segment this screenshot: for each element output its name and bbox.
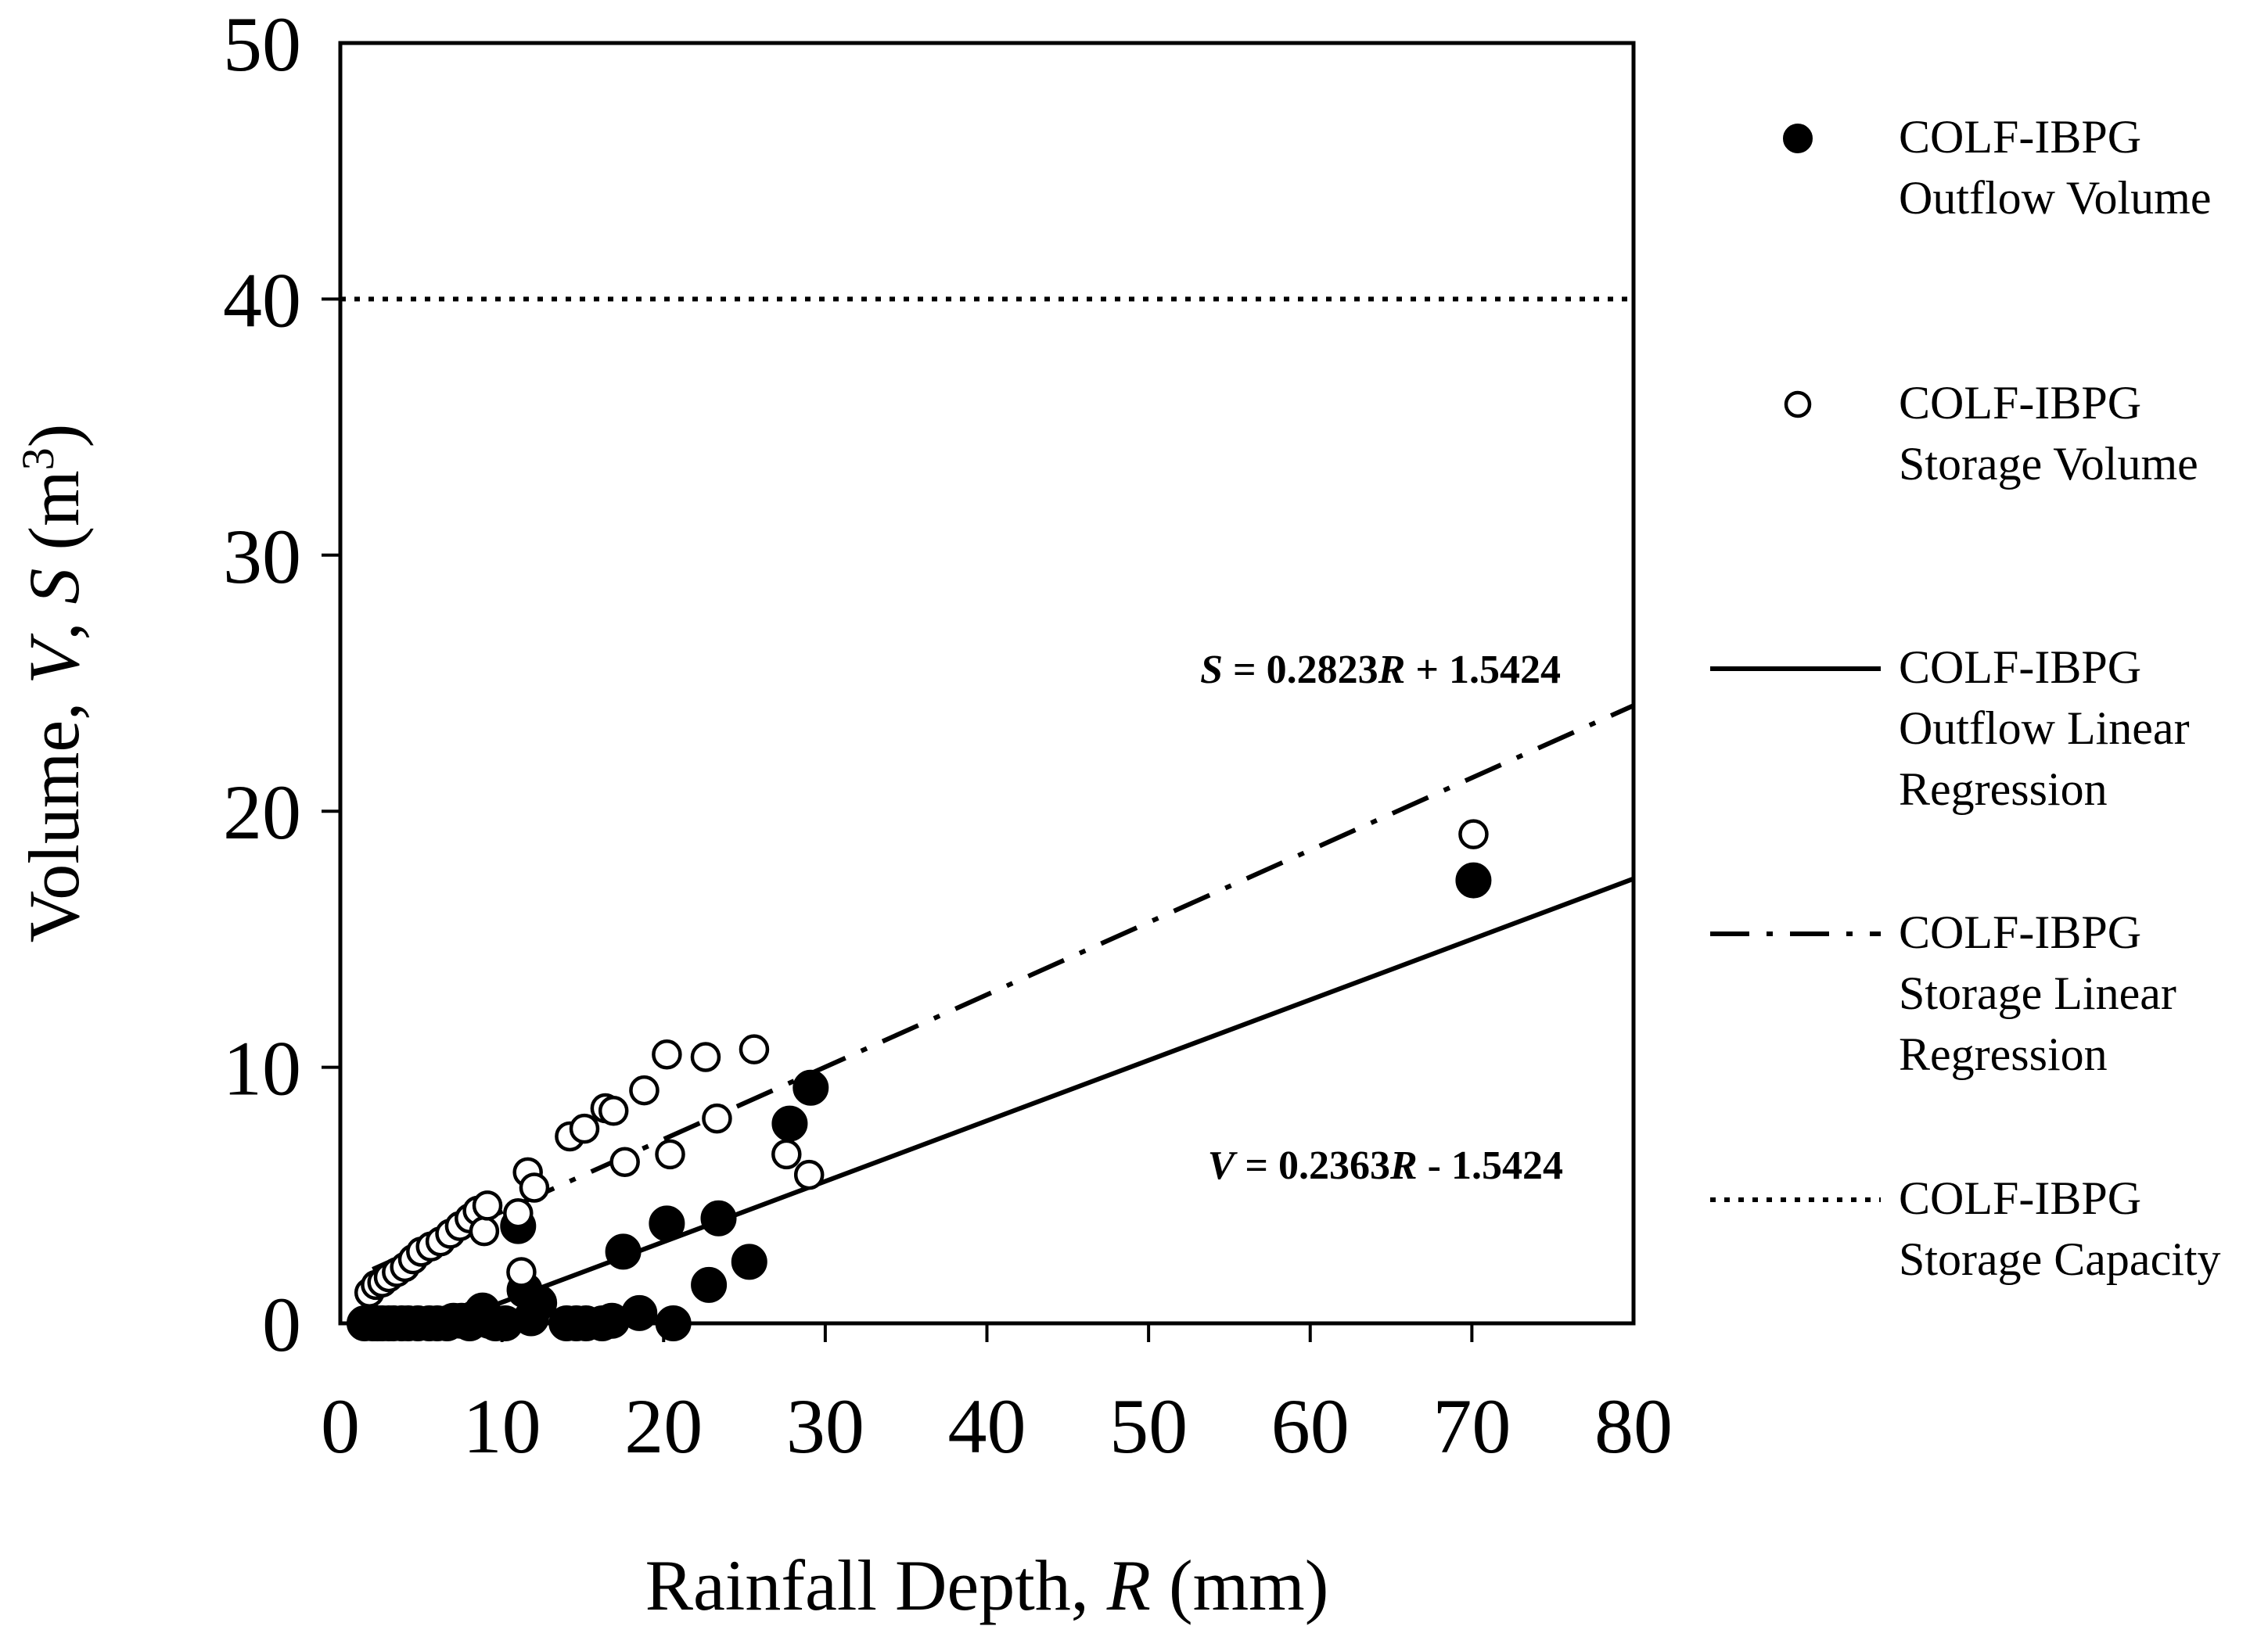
x-tick-label: 50 [1109,1383,1188,1470]
legend-label: Regression [1899,763,2108,815]
storage-volume-point [655,1139,685,1170]
outflow-equation-label: V = 0.2363R - 1.5424 [1208,1143,1563,1188]
storage-regression-line [372,703,1635,1272]
storage-volume-point [503,1197,534,1229]
storage-volume-point [506,1257,537,1287]
legend-filled-circle-icon [1783,124,1813,153]
storage-volume-point [569,1113,600,1144]
y-tick-label: 10 [223,1025,301,1112]
legend-label: COLF-IBPG [1899,111,2141,163]
legend-label: Storage Volume [1899,438,2198,490]
outflow-volume-point [793,1069,829,1106]
x-tick-label: 20 [624,1383,703,1470]
y-tick-label: 20 [223,769,301,856]
storage-volume-point [739,1034,770,1064]
storage-volume-point [519,1172,550,1203]
outflow-regression-line [444,876,1635,1326]
outflow-volume-point [649,1205,685,1242]
legend-item: COLF-IBPG Storage Capacity [1710,1172,2221,1285]
storage-volume-point [1458,819,1489,849]
outflow-volume-point [731,1244,767,1280]
legend: COLF-IBPG Outflow Volume COLF-IBPG Storage … [1710,111,2221,1285]
legend-item: COLF-IBPG Storage Volume [1784,377,2198,490]
outflow-volume-point [771,1105,808,1142]
storage-volume-point [793,1159,825,1190]
equation-annotations: S = 0.2823R + 1.5424 V = 0.2363R - 1.5424 [1200,648,1563,1188]
outflow-volume-point [605,1233,642,1270]
outflow-volume-point [691,1266,728,1303]
x-axis-title: Rainfall Depth, R (mm) [645,1545,1329,1625]
legend-item: COLF-IBPG Outflow Linear Regression [1710,641,2190,815]
x-tick-label: 0 [321,1383,360,1470]
legend-item: COLF-IBPG Outflow Volume [1783,111,2211,224]
y-axis-title: Volume, V, S (m3) [13,424,94,943]
storage-volume-point [598,1096,629,1126]
outflow-volume-point [655,1305,692,1341]
legend-label: Outflow Volume [1899,172,2211,224]
y-tick-label: 40 [223,257,301,343]
outflow-volume-point [1455,862,1492,899]
storage-volume-point [469,1215,500,1247]
outflow-volume-point [621,1294,658,1331]
legend-label: COLF-IBPG [1899,906,2141,958]
x-tick-label: 10 [463,1383,541,1470]
legend-label: COLF-IBPG [1899,377,2141,429]
outflow-volume-point [521,1284,558,1321]
x-tick-label: 30 [786,1383,864,1470]
legend-label: COLF-IBPG [1899,641,2141,693]
legend-label: COLF-IBPG [1899,1172,2141,1224]
legend-label: Regression [1899,1028,2108,1080]
legend-label: Storage Linear [1899,967,2176,1019]
y-tick-label: 50 [223,1,301,88]
y-tick-label: 0 [262,1281,301,1368]
data-points [346,819,1492,1341]
storage-volume-point [629,1075,660,1106]
storage-volume-point [771,1139,802,1170]
regression-lines [340,296,1635,1326]
x-tick-label: 60 [1271,1383,1350,1470]
storage-volume-point [472,1190,503,1221]
x-tick-label: 70 [1432,1383,1511,1470]
storage-volume-point [609,1147,640,1177]
x-tick-label: 40 [948,1383,1026,1470]
x-tick-label: 80 [1594,1383,1673,1470]
legend-label: Storage Capacity [1899,1233,2221,1285]
storage-volume-point [690,1042,721,1072]
storage-equation-label: S = 0.2823R + 1.5424 [1200,648,1561,692]
legend-open-circle-icon [1784,390,1812,418]
y-tick-label: 30 [223,513,301,600]
storage-volume-point [652,1039,682,1070]
axes: 0 10 20 30 40 50 60 70 80 0 10 20 30 40 50 Rainfall Dep… [13,1,1673,1625]
legend-item: COLF-IBPG Storage Linear Regression [1710,906,2176,1080]
legend-label: Outflow Linear [1899,702,2190,754]
storage-volume-point [702,1103,732,1134]
outflow-volume-point [700,1200,737,1237]
